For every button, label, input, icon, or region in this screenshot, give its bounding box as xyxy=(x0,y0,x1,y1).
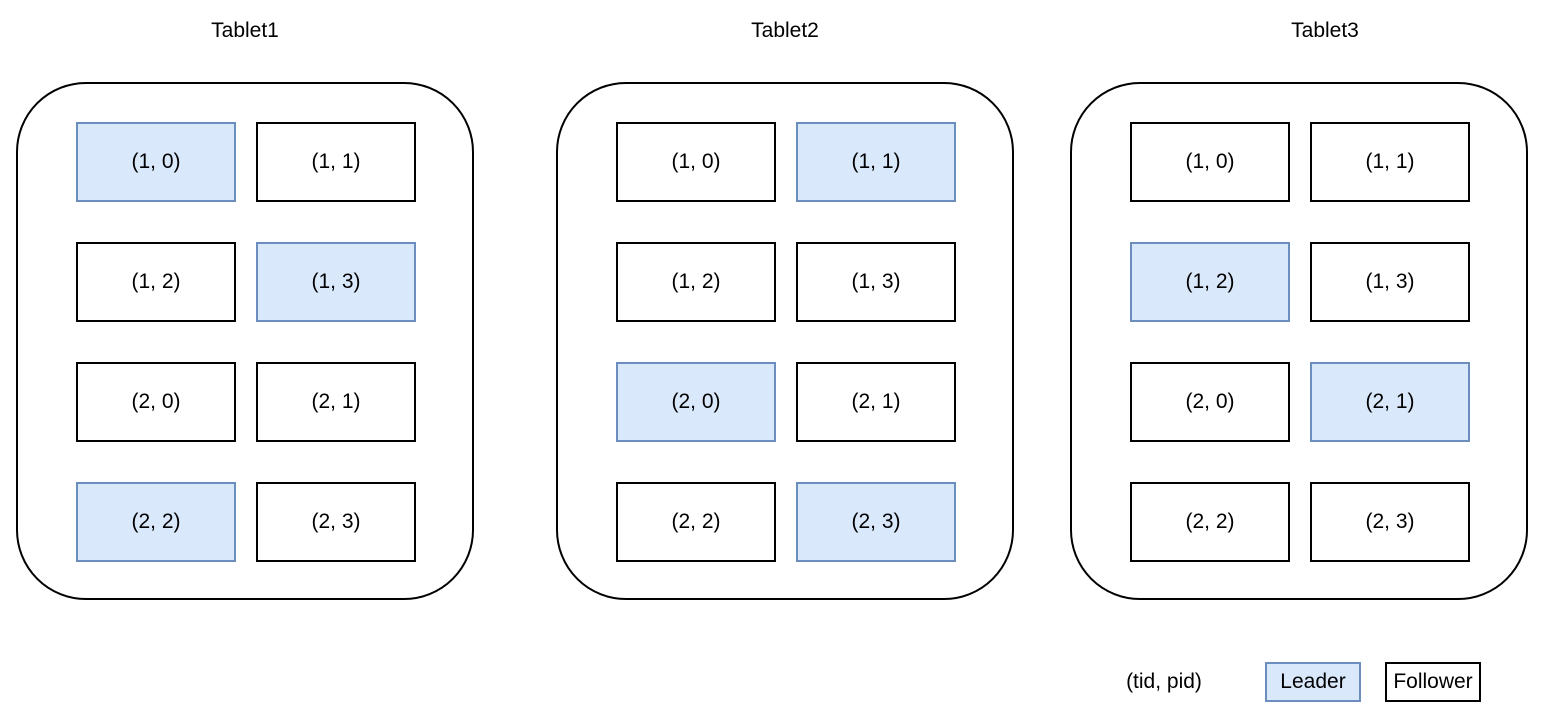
tablet-3-container: (1, 0) (1, 1) (1, 2) (1, 3) (2, 0) (2, 1… xyxy=(1070,82,1528,600)
legend-key-label: (tid, pid) xyxy=(1126,670,1202,693)
tablet-1-partition-1-0: (1, 0) xyxy=(76,122,236,202)
tablet-2-title: Tablet2 xyxy=(751,19,819,42)
tablet-2-partition-1-1: (1, 1) xyxy=(796,122,956,202)
tablet-3-partition-1-3: (1, 3) xyxy=(1310,242,1470,322)
tablet-1-title: Tablet1 xyxy=(211,19,279,42)
tablet-1-container: (1, 0) (1, 1) (1, 2) (1, 3) (2, 0) (2, 1… xyxy=(16,82,474,600)
tablet-1-partition-1-1: (1, 1) xyxy=(256,122,416,202)
tablet-1-partition-2-3: (2, 3) xyxy=(256,482,416,562)
tablet-1-partition-2-2: (2, 2) xyxy=(76,482,236,562)
tablet-2-partition-2-0: (2, 0) xyxy=(616,362,776,442)
tablet-1-partition-2-0: (2, 0) xyxy=(76,362,236,442)
tablet-2-partition-2-2: (2, 2) xyxy=(616,482,776,562)
tablet-2-container: (1, 0) (1, 1) (1, 2) (1, 3) (2, 0) (2, 1… xyxy=(556,82,1014,600)
legend-follower-swatch: Follower xyxy=(1385,662,1481,702)
tablet-3-partition-1-1: (1, 1) xyxy=(1310,122,1470,202)
tablet-3-partition-1-2: (1, 2) xyxy=(1130,242,1290,322)
tablet-3-partition-2-2: (2, 2) xyxy=(1130,482,1290,562)
tablet-1-partition-1-2: (1, 2) xyxy=(76,242,236,322)
legend-leader-swatch: Leader xyxy=(1265,662,1361,702)
tablet-1-partition-1-3: (1, 3) xyxy=(256,242,416,322)
tablet-3-partition-2-1: (2, 1) xyxy=(1310,362,1470,442)
tablet-2-partition-2-3: (2, 3) xyxy=(796,482,956,562)
tablet-3-partition-2-3: (2, 3) xyxy=(1310,482,1470,562)
tablet-2-partition-2-1: (2, 1) xyxy=(796,362,956,442)
tablet-2-partition-1-0: (1, 0) xyxy=(616,122,776,202)
tablet-3-partition-1-0: (1, 0) xyxy=(1130,122,1290,202)
tablet-2-partition-1-3: (1, 3) xyxy=(796,242,956,322)
tablet-2-partition-1-2: (1, 2) xyxy=(616,242,776,322)
tablet-3-partition-2-0: (2, 0) xyxy=(1130,362,1290,442)
tablet-3-title: Tablet3 xyxy=(1291,19,1359,42)
tablet-1-partition-2-1: (2, 1) xyxy=(256,362,416,442)
